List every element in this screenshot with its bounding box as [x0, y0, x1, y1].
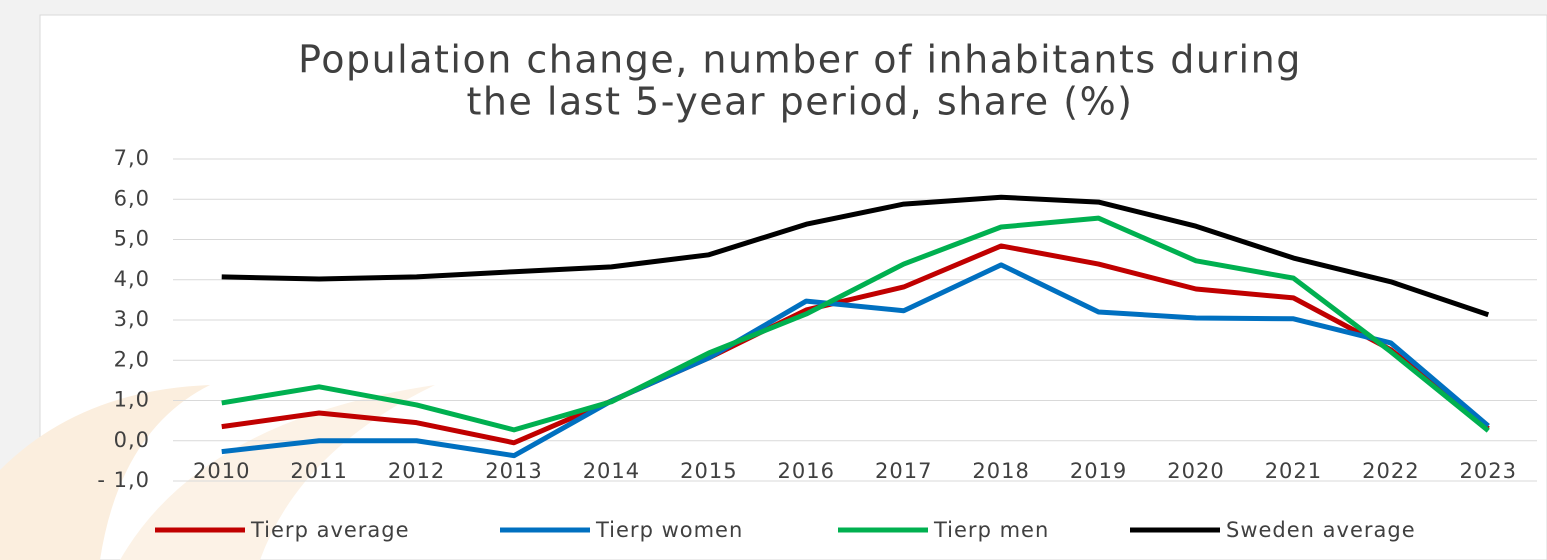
chart-title: the last 5-year period, share (%) — [466, 80, 1133, 124]
y-tick-label: 0,0 — [114, 428, 150, 452]
legend-label: Sweden average — [1226, 518, 1416, 542]
y-tick-label: 7,0 — [114, 146, 150, 170]
x-tick-label: 2013 — [485, 459, 542, 483]
legend-label: Tierp men — [933, 518, 1049, 542]
y-tick-label: - 1,0 — [97, 468, 150, 492]
chart: Population change, number of inhabitants… — [0, 0, 1547, 560]
y-tick-label: 3,0 — [114, 307, 150, 331]
x-tick-label: 2016 — [778, 459, 835, 483]
x-tick-label: 2021 — [1265, 459, 1322, 483]
x-tick-label: 2017 — [875, 459, 932, 483]
x-tick-label: 2011 — [290, 459, 347, 483]
x-tick-label: 2012 — [388, 459, 445, 483]
x-tick-label: 2020 — [1167, 459, 1224, 483]
x-tick-label: 2019 — [1070, 459, 1127, 483]
y-tick-label: 1,0 — [114, 388, 150, 412]
x-tick-label: 2015 — [680, 459, 737, 483]
y-tick-label: 5,0 — [114, 227, 150, 251]
legend-label: Tierp average — [250, 518, 410, 542]
y-tick-label: 2,0 — [114, 347, 150, 371]
x-tick-label: 2010 — [193, 459, 250, 483]
x-tick-label: 2023 — [1460, 459, 1517, 483]
legend-label: Tierp women — [595, 518, 743, 542]
x-tick-label: 2022 — [1362, 459, 1419, 483]
x-tick-label: 2014 — [583, 459, 640, 483]
x-tick-label: 2018 — [972, 459, 1029, 483]
y-tick-label: 4,0 — [114, 267, 150, 291]
y-tick-label: 6,0 — [114, 186, 150, 210]
chart-title: Population change, number of inhabitants… — [298, 38, 1302, 82]
